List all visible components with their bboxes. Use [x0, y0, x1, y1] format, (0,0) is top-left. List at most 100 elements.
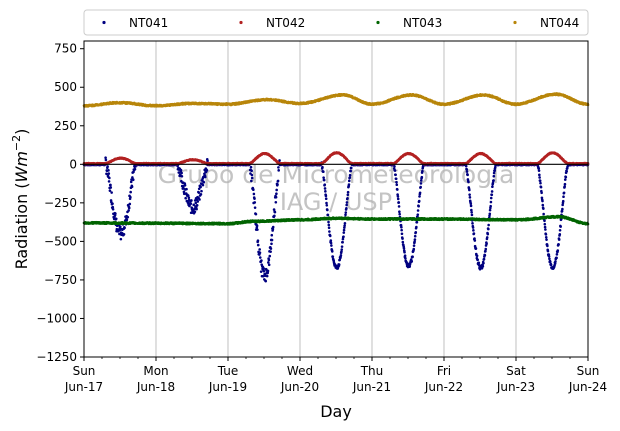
point-nt041 — [327, 220, 330, 224]
point-nt041 — [401, 237, 404, 240]
point-nt041 — [262, 269, 266, 273]
point-nt041 — [197, 191, 201, 194]
point-nt041 — [133, 167, 137, 171]
point-nt041 — [104, 158, 108, 162]
point-nt041 — [543, 222, 547, 226]
point-nt041 — [557, 238, 561, 241]
point-nt041 — [400, 232, 404, 236]
point-nt041 — [544, 235, 548, 239]
point-nt041 — [539, 185, 543, 189]
point-nt041 — [263, 274, 267, 278]
point-nt041 — [118, 225, 122, 228]
point-nt041 — [348, 173, 352, 177]
point-nt041 — [541, 199, 544, 203]
point-nt041 — [129, 180, 133, 184]
point-nt041 — [413, 240, 416, 244]
point-nt041 — [563, 178, 567, 181]
point-nt041 — [542, 207, 545, 210]
point-nt041 — [328, 234, 332, 238]
point-nt041 — [344, 213, 347, 217]
watermark-line-2: IAG / USP — [280, 188, 392, 216]
point-nt041 — [107, 169, 110, 172]
point-nt041 — [107, 180, 111, 183]
point-nt041 — [270, 238, 274, 242]
point-nt041 — [419, 179, 423, 182]
point-nt041 — [202, 180, 206, 184]
point-nt041 — [349, 169, 352, 173]
point-nt041 — [395, 183, 399, 186]
point-nt041 — [540, 191, 543, 195]
point-nt041 — [474, 247, 478, 250]
point-nt041 — [111, 202, 114, 205]
point-nt041 — [489, 200, 493, 204]
point-nt041 — [186, 194, 190, 197]
point-nt041 — [559, 217, 563, 221]
point-nt041 — [560, 209, 564, 213]
point-nt041 — [131, 178, 135, 182]
point-nt041 — [258, 251, 262, 255]
point-nt041 — [264, 279, 268, 283]
point-nt041 — [127, 206, 131, 210]
point-nt041 — [250, 176, 254, 180]
point-nt041 — [476, 258, 480, 262]
point-nt041 — [104, 156, 107, 160]
point-nt041 — [271, 225, 275, 229]
point-nt041 — [418, 195, 421, 198]
point-nt041 — [464, 164, 468, 168]
point-nt041 — [325, 203, 329, 207]
point-nt041 — [340, 250, 343, 253]
point-nt041 — [256, 228, 259, 231]
point-nt041 — [187, 196, 191, 200]
point-nt041 — [537, 169, 541, 172]
grid-lines — [155, 41, 517, 357]
point-nt041 — [548, 260, 552, 264]
point-nt041 — [562, 191, 566, 195]
point-nt041 — [471, 222, 474, 225]
point-nt041 — [270, 233, 274, 237]
point-nt041 — [267, 261, 270, 264]
point-nt041 — [489, 204, 492, 208]
point-nt041 — [108, 189, 112, 192]
point-nt041 — [250, 169, 253, 173]
point-nt041 — [490, 193, 494, 197]
point-nt041 — [329, 241, 333, 245]
point-nt041 — [545, 238, 548, 241]
point-nt041 — [273, 214, 276, 218]
point-nt041 — [564, 175, 568, 179]
point-nt041 — [275, 188, 278, 192]
point-nt041 — [404, 257, 407, 260]
point-nt041 — [340, 248, 344, 251]
point-nt041 — [492, 179, 495, 182]
point-nt041 — [256, 239, 260, 242]
point-nt041 — [410, 259, 414, 263]
point-nt041 — [255, 224, 259, 228]
point-nt041 — [348, 176, 352, 179]
point-nt041 — [342, 231, 346, 234]
point-nt041 — [182, 190, 186, 194]
point-nt041 — [331, 255, 335, 258]
point-nt041 — [561, 207, 564, 211]
point-nt041 — [258, 256, 262, 259]
point-nt041 — [275, 192, 278, 196]
point-nt041 — [553, 262, 557, 265]
point-nt041 — [195, 207, 198, 211]
point-nt041 — [343, 226, 346, 229]
point-nt041 — [266, 271, 270, 275]
point-nt041 — [259, 270, 263, 273]
point-nt041 — [419, 185, 422, 189]
point-nt041 — [343, 222, 347, 225]
point-nt041 — [266, 269, 270, 273]
point-nt041 — [395, 180, 398, 184]
point-nt041 — [269, 247, 273, 250]
point-nt041 — [543, 219, 546, 223]
point-nt041 — [327, 226, 331, 230]
point-nt041 — [324, 190, 327, 193]
point-nt041 — [562, 195, 565, 199]
point-nt041 — [482, 261, 485, 265]
point-nt041 — [538, 173, 541, 177]
point-nt041 — [346, 190, 350, 194]
point-nt041 — [403, 250, 406, 254]
point-nt041 — [249, 165, 253, 169]
point-nt041 — [490, 190, 494, 193]
point-nt041 — [398, 212, 401, 216]
